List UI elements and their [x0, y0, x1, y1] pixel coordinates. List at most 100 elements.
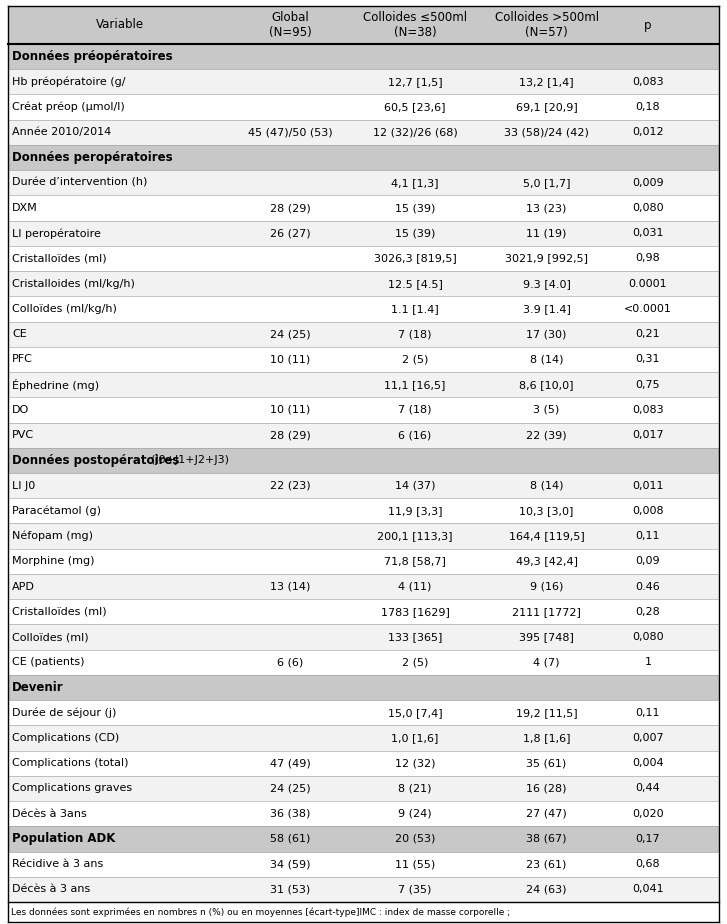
Text: 7 (18): 7 (18) — [398, 329, 432, 339]
Text: 10 (11): 10 (11) — [270, 405, 310, 415]
Text: Durée d’intervention (h): Durée d’intervention (h) — [12, 177, 148, 188]
Text: 0,017: 0,017 — [632, 431, 664, 440]
Text: 0.46: 0.46 — [635, 581, 660, 591]
Bar — [8, 397, 719, 422]
Text: 7 (35): 7 (35) — [398, 884, 432, 894]
Text: 8,6 [10,0]: 8,6 [10,0] — [519, 380, 574, 390]
Text: CE (patients): CE (patients) — [12, 657, 84, 667]
Text: 0,11: 0,11 — [635, 708, 660, 718]
Text: PFC: PFC — [12, 355, 33, 364]
Text: 6 (16): 6 (16) — [398, 431, 432, 440]
Text: <0.0001: <0.0001 — [624, 304, 672, 314]
Text: Paracétamol (g): Paracétamol (g) — [12, 505, 101, 517]
Text: Complications graves: Complications graves — [12, 784, 132, 794]
Bar — [8, 322, 719, 346]
Text: 24 (63): 24 (63) — [526, 884, 567, 894]
Bar — [8, 801, 719, 826]
Text: 11,1 [16,5]: 11,1 [16,5] — [385, 380, 446, 390]
Text: 47 (49): 47 (49) — [270, 759, 311, 768]
Text: 23 (61): 23 (61) — [526, 859, 567, 869]
Text: Colloïdes (ml): Colloïdes (ml) — [12, 632, 89, 642]
Text: Global
(N=95): Global (N=95) — [269, 11, 312, 39]
Text: 2111 [1772]: 2111 [1772] — [512, 607, 581, 617]
Bar — [8, 902, 719, 922]
Text: 8 (21): 8 (21) — [398, 784, 432, 794]
Text: 49,3 [42,4]: 49,3 [42,4] — [515, 556, 577, 566]
Text: Complications (total): Complications (total) — [12, 759, 129, 768]
Bar — [8, 574, 719, 599]
Bar — [8, 776, 719, 801]
Text: 60,5 [23,6]: 60,5 [23,6] — [385, 102, 446, 112]
Text: CE: CE — [12, 329, 27, 339]
Bar — [8, 725, 719, 750]
Text: 2 (5): 2 (5) — [402, 657, 428, 667]
Text: 5,0 [1,7]: 5,0 [1,7] — [523, 177, 571, 188]
Bar — [8, 750, 719, 776]
Text: 58 (61): 58 (61) — [270, 834, 311, 844]
Text: 164,4 [119,5]: 164,4 [119,5] — [509, 531, 585, 541]
Text: 0,11: 0,11 — [635, 531, 660, 541]
Text: 24 (25): 24 (25) — [270, 784, 311, 794]
Text: 9 (24): 9 (24) — [398, 808, 432, 819]
Text: 13 (14): 13 (14) — [270, 581, 311, 591]
Text: p: p — [644, 18, 651, 31]
Bar — [8, 498, 719, 524]
Text: Colloïdes (ml/kg/h): Colloïdes (ml/kg/h) — [12, 304, 117, 314]
Text: 0.0001: 0.0001 — [629, 279, 667, 288]
Bar — [8, 852, 719, 877]
Text: 0,011: 0,011 — [632, 480, 664, 491]
Text: 6 (6): 6 (6) — [278, 657, 304, 667]
Text: DXM: DXM — [12, 203, 38, 213]
Text: 34 (59): 34 (59) — [270, 859, 311, 869]
Text: Morphine (mg): Morphine (mg) — [12, 556, 95, 566]
Text: (J0+J1+J2+J3): (J0+J1+J2+J3) — [151, 456, 229, 466]
Text: 3021,9 [992,5]: 3021,9 [992,5] — [505, 253, 588, 263]
Text: DO: DO — [12, 405, 29, 415]
Text: 15,0 [7,4]: 15,0 [7,4] — [387, 708, 442, 718]
Text: 1.1 [1.4]: 1.1 [1.4] — [391, 304, 439, 314]
Text: 0,75: 0,75 — [635, 380, 660, 390]
Text: 36 (38): 36 (38) — [270, 808, 311, 819]
Text: 0,31: 0,31 — [635, 355, 660, 364]
Text: 3.9 [1.4]: 3.9 [1.4] — [523, 304, 571, 314]
Text: 15 (39): 15 (39) — [395, 203, 435, 213]
Text: 1783 [1629]: 1783 [1629] — [381, 607, 449, 617]
Text: 12,7 [1,5]: 12,7 [1,5] — [387, 77, 442, 87]
Bar — [8, 297, 719, 322]
Text: Décès à 3ans: Décès à 3ans — [12, 808, 87, 819]
Text: Population ADK: Population ADK — [12, 833, 116, 845]
Text: 24 (25): 24 (25) — [270, 329, 311, 339]
Text: 1,0 [1,6]: 1,0 [1,6] — [391, 733, 438, 743]
Text: 12.5 [4.5]: 12.5 [4.5] — [387, 279, 443, 288]
Bar — [8, 524, 719, 549]
Bar — [8, 195, 719, 221]
Text: 10,3 [3,0]: 10,3 [3,0] — [519, 505, 574, 516]
Text: 14 (37): 14 (37) — [395, 480, 435, 491]
Text: 8 (14): 8 (14) — [530, 355, 563, 364]
Bar — [8, 625, 719, 650]
Text: Durée de séjour (j): Durée de séjour (j) — [12, 708, 116, 718]
Text: PVC: PVC — [12, 431, 34, 440]
Text: 31 (53): 31 (53) — [270, 884, 310, 894]
Text: 133 [365]: 133 [365] — [388, 632, 442, 642]
Bar — [8, 650, 719, 675]
Text: Cristalloides (ml/kg/h): Cristalloides (ml/kg/h) — [12, 279, 135, 288]
Text: 0,012: 0,012 — [632, 128, 664, 138]
Text: 13 (23): 13 (23) — [526, 203, 567, 213]
Bar — [8, 448, 719, 473]
Text: 71,8 [58,7]: 71,8 [58,7] — [384, 556, 446, 566]
Text: 0,98: 0,98 — [635, 253, 660, 263]
Text: 0,083: 0,083 — [632, 77, 664, 87]
Text: 0,008: 0,008 — [632, 505, 664, 516]
Text: 8 (14): 8 (14) — [530, 480, 563, 491]
Text: 12 (32): 12 (32) — [395, 759, 435, 768]
Text: 0,031: 0,031 — [632, 228, 664, 238]
Bar — [8, 6, 719, 44]
Text: 0,020: 0,020 — [632, 808, 664, 819]
Text: 395 [748]: 395 [748] — [519, 632, 574, 642]
Bar — [8, 44, 719, 69]
Bar — [8, 69, 719, 94]
Bar — [8, 700, 719, 725]
Text: 19,2 [11,5]: 19,2 [11,5] — [515, 708, 577, 718]
Text: 11 (55): 11 (55) — [395, 859, 435, 869]
